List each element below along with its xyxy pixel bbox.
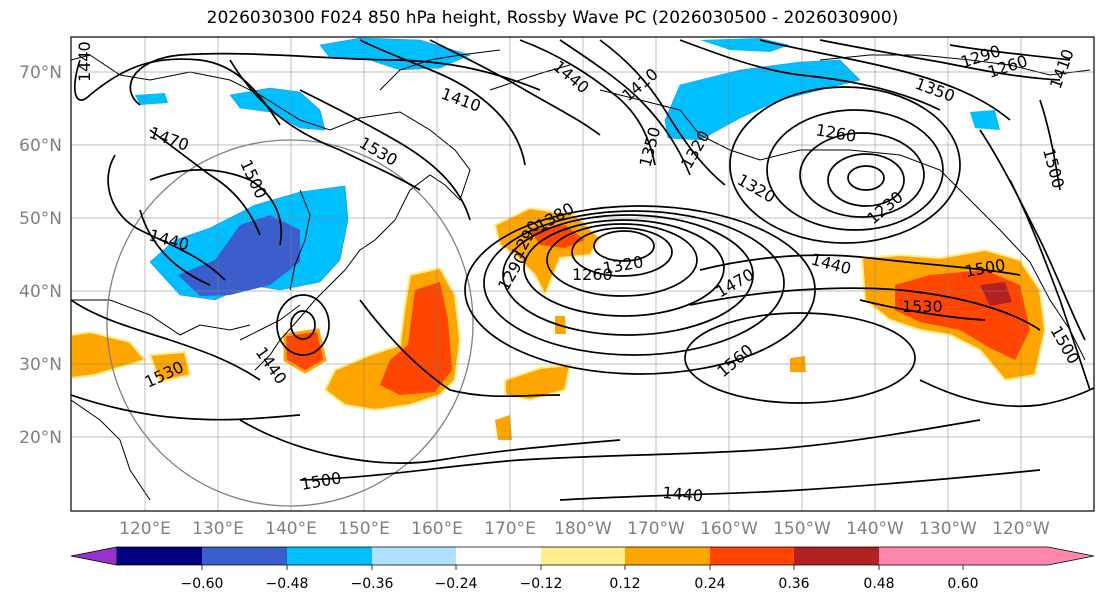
colorbar-extend-high (963, 547, 1094, 565)
colorbar-segment (625, 547, 710, 565)
lon-label: 160°W (700, 519, 758, 539)
colorbar-segment (879, 547, 963, 565)
lon-label: 180°W (554, 519, 612, 539)
colorbar-extend-low (70, 546, 118, 566)
lon-label: 130°W (919, 519, 977, 539)
colorbar-tick-label: 0.12 (609, 576, 640, 592)
lon-label: 150°E (338, 519, 390, 539)
lon-label: 120°W (992, 519, 1050, 539)
lon-label: 120°E (119, 519, 171, 539)
lat-label: 60°N (19, 136, 62, 156)
negative-anomaly-shading (135, 37, 1000, 301)
map-border (70, 36, 1095, 512)
lon-label: 140°E (265, 519, 317, 539)
lat-label: 20°N (19, 428, 62, 448)
colorbar-tick-label: 0.24 (694, 576, 725, 592)
contour-label: 1260 (572, 265, 613, 284)
colorbar: −0.60 −0.48 −0.36 −0.24 −0.12 0.12 0.24 … (70, 546, 1095, 592)
colorbar-segment (202, 547, 287, 565)
lon-label: 150°W (773, 519, 831, 539)
gridlines (71, 37, 1094, 511)
colorbar-tick-label: −0.24 (435, 576, 478, 592)
height-contours (71, 39, 1094, 501)
lon-label: 170°W (627, 519, 685, 539)
lat-label: 30°N (19, 355, 62, 375)
colorbar-segment (794, 547, 879, 565)
colorbar-segment (710, 547, 794, 565)
colorbar-segment (541, 547, 625, 565)
lon-label: 160°E (411, 519, 463, 539)
colorbar-tick-label: 0.48 (863, 576, 894, 592)
colorbar-tick-label: 0.36 (778, 576, 809, 592)
colorbar-tick-label: −0.36 (351, 576, 394, 592)
colorbar-segment (456, 547, 541, 565)
lon-label: 170°E (484, 519, 536, 539)
colorbar-segment (287, 547, 372, 565)
colorbar-tick-label: −0.48 (266, 576, 309, 592)
positive-anomaly-shading (71, 206, 1047, 440)
lon-label: 140°W (846, 519, 904, 539)
colorbar-tick-label: −0.12 (520, 576, 563, 592)
lat-label: 40°N (19, 282, 62, 302)
longitude-labels: 120°E 130°E 140°E 150°E 160°E 170°E 180°… (119, 519, 1050, 539)
map-title: 2026030300 F024 850 hPa height, Rossby W… (206, 8, 899, 28)
colorbar-tick-label: 0.60 (947, 576, 978, 592)
contour-label: 1440 (75, 41, 94, 82)
latitude-labels: 70°N 60°N 50°N 40°N 30°N 20°N (19, 63, 62, 448)
lon-label: 130°E (192, 519, 244, 539)
contour-label: 1530 (902, 297, 943, 316)
colorbar-segment (372, 547, 456, 565)
reference-circle (106, 139, 474, 507)
contour-label: 1440 (662, 483, 704, 505)
colorbar-segment (117, 547, 202, 565)
lat-label: 50°N (19, 209, 62, 229)
colorbar-tick-label: −0.60 (181, 576, 224, 592)
lat-label: 70°N (19, 63, 62, 83)
